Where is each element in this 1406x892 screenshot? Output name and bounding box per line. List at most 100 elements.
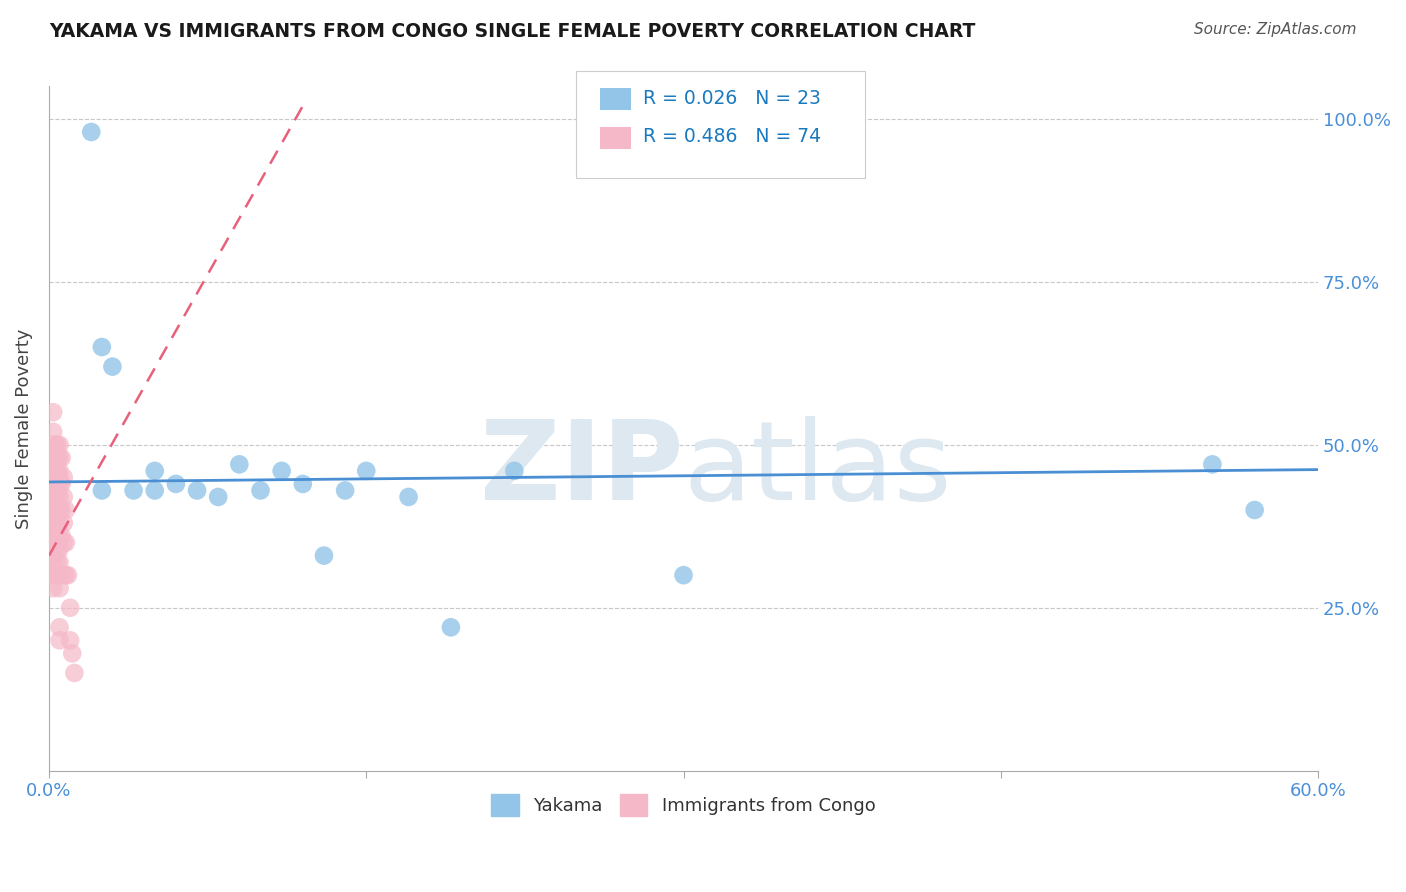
Text: atlas: atlas — [683, 416, 952, 523]
Point — [48, 438, 70, 452]
Point — [42, 542, 65, 557]
Point — [46, 516, 69, 530]
Point — [46, 568, 69, 582]
Point — [42, 509, 65, 524]
Point — [207, 490, 229, 504]
Y-axis label: Single Female Poverty: Single Female Poverty — [15, 328, 32, 529]
Point — [46, 438, 69, 452]
Point — [55, 568, 77, 582]
Point — [48, 542, 70, 557]
Text: ZIP: ZIP — [481, 416, 683, 523]
Point — [42, 581, 65, 595]
Point — [312, 549, 335, 563]
Point — [51, 477, 73, 491]
Point — [51, 503, 73, 517]
Point — [143, 483, 166, 498]
Point — [52, 470, 75, 484]
Point — [42, 405, 65, 419]
Point — [48, 633, 70, 648]
Point — [270, 464, 292, 478]
Point — [44, 470, 66, 484]
Point — [42, 483, 65, 498]
Point — [44, 503, 66, 517]
Point — [48, 503, 70, 517]
Point — [48, 516, 70, 530]
Point — [90, 340, 112, 354]
Point — [249, 483, 271, 498]
Point — [44, 477, 66, 491]
Point — [46, 464, 69, 478]
Point — [42, 529, 65, 543]
Point — [186, 483, 208, 498]
Point — [1201, 458, 1223, 472]
Point — [48, 529, 70, 543]
Point — [51, 529, 73, 543]
Point — [46, 535, 69, 549]
Point — [52, 516, 75, 530]
Point — [44, 464, 66, 478]
Point — [46, 503, 69, 517]
Point — [46, 542, 69, 557]
Point — [503, 464, 526, 478]
Point — [356, 464, 378, 478]
Point — [42, 535, 65, 549]
Point — [672, 568, 695, 582]
Point — [42, 568, 65, 582]
Point — [48, 490, 70, 504]
Point — [52, 568, 75, 582]
Point — [42, 516, 65, 530]
Text: Source: ZipAtlas.com: Source: ZipAtlas.com — [1194, 22, 1357, 37]
Point — [63, 665, 86, 680]
Point — [42, 425, 65, 439]
Point — [46, 477, 69, 491]
Point — [165, 477, 187, 491]
Point — [46, 490, 69, 504]
Legend: Yakama, Immigrants from Congo: Yakama, Immigrants from Congo — [484, 787, 883, 823]
Point — [59, 633, 82, 648]
Point — [42, 490, 65, 504]
Point — [42, 496, 65, 510]
Point — [122, 483, 145, 498]
Point — [52, 490, 75, 504]
Point — [46, 450, 69, 465]
Point — [51, 450, 73, 465]
Point — [48, 581, 70, 595]
Point — [42, 555, 65, 569]
Point — [42, 450, 65, 465]
Point — [48, 450, 70, 465]
Point — [42, 438, 65, 452]
Point — [56, 568, 79, 582]
Point — [42, 549, 65, 563]
Point — [60, 646, 83, 660]
Point — [333, 483, 356, 498]
Point — [44, 483, 66, 498]
Point — [42, 503, 65, 517]
Text: R = 0.486   N = 74: R = 0.486 N = 74 — [643, 127, 821, 146]
Point — [42, 477, 65, 491]
Point — [291, 477, 314, 491]
Text: YAKAMA VS IMMIGRANTS FROM CONGO SINGLE FEMALE POVERTY CORRELATION CHART: YAKAMA VS IMMIGRANTS FROM CONGO SINGLE F… — [49, 22, 976, 41]
Point — [59, 600, 82, 615]
Point — [90, 483, 112, 498]
Point — [80, 125, 103, 139]
Point — [48, 555, 70, 569]
Point — [44, 438, 66, 452]
Point — [143, 464, 166, 478]
Point — [46, 555, 69, 569]
Point — [440, 620, 463, 634]
Point — [55, 535, 77, 549]
Point — [101, 359, 124, 374]
Point — [44, 516, 66, 530]
Point — [48, 620, 70, 634]
Point — [48, 470, 70, 484]
Text: R = 0.026   N = 23: R = 0.026 N = 23 — [643, 88, 821, 108]
Point — [48, 477, 70, 491]
Point — [228, 458, 250, 472]
Point — [52, 535, 75, 549]
Point — [46, 529, 69, 543]
Point — [55, 503, 77, 517]
Point — [42, 464, 65, 478]
Point — [398, 490, 420, 504]
Point — [48, 568, 70, 582]
Point — [46, 483, 69, 498]
